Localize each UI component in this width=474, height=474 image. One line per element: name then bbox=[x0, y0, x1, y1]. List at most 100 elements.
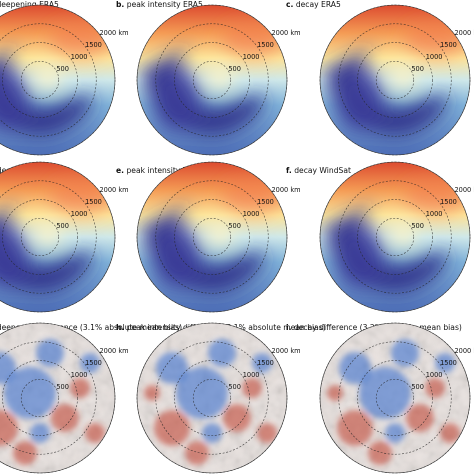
ring-label-1500: 1500 bbox=[85, 198, 102, 206]
ring-label-2000: 2000 km bbox=[454, 186, 474, 194]
panel-letter-h: h. bbox=[116, 323, 125, 332]
ring-label-2000: 2000 km bbox=[271, 29, 300, 37]
panel-e-field bbox=[137, 162, 287, 312]
panel-d-field bbox=[0, 162, 115, 312]
ring-label-1500: 1500 bbox=[257, 41, 274, 49]
ring-label-500: 500 bbox=[411, 383, 424, 391]
range-ring-1000 bbox=[357, 360, 433, 436]
panel-letter-e: e. bbox=[116, 166, 125, 175]
panel-h-field bbox=[137, 323, 287, 473]
range-ring-500 bbox=[20, 378, 60, 418]
panel-f-field bbox=[320, 162, 470, 312]
ring-label-1500: 1500 bbox=[85, 359, 102, 367]
ring-label-1500: 1500 bbox=[440, 198, 457, 206]
ring-label-1500: 1500 bbox=[85, 41, 102, 49]
ring-label-1000: 1000 bbox=[243, 371, 260, 379]
panel-letter-f: f. bbox=[286, 166, 292, 175]
range-ring-1000 bbox=[174, 42, 250, 118]
range-ring-1500 bbox=[0, 23, 97, 137]
panel-letter-i: i. bbox=[286, 323, 292, 332]
range-ring-500 bbox=[192, 60, 232, 100]
ring-label-1500: 1500 bbox=[440, 41, 457, 49]
panel-i-field bbox=[320, 323, 470, 473]
ring-label-500: 500 bbox=[228, 383, 241, 391]
range-ring-1500 bbox=[0, 180, 97, 294]
panel-title-a: a. deepening ERA5 bbox=[0, 0, 59, 9]
panel-caption-g: deepening difference (3.1% absolute mean… bbox=[0, 323, 183, 332]
ring-label-2000: 2000 km bbox=[99, 186, 128, 194]
ring-label-1000: 1000 bbox=[426, 53, 443, 61]
ring-label-2000: 2000 km bbox=[271, 186, 300, 194]
panel-title-c: c. decay ERA5 bbox=[286, 0, 341, 9]
panel-g-field bbox=[0, 323, 115, 473]
ring-label-1000: 1000 bbox=[426, 210, 443, 218]
ring-label-500: 500 bbox=[56, 65, 69, 73]
ring-label-2000: 2000 km bbox=[99, 347, 128, 355]
panel-letter-c: c. bbox=[286, 0, 294, 9]
ring-label-500: 500 bbox=[411, 65, 424, 73]
ring-label-1000: 1000 bbox=[71, 53, 88, 61]
ring-label-500: 500 bbox=[56, 383, 69, 391]
ring-label-1000: 1000 bbox=[71, 210, 88, 218]
range-ring-1000 bbox=[2, 360, 78, 436]
panel-caption-c: decay ERA5 bbox=[295, 0, 341, 9]
panel-caption-b: peak intensity ERA5 bbox=[126, 0, 203, 9]
ring-label-500: 500 bbox=[411, 222, 424, 230]
ring-label-2000: 2000 km bbox=[454, 347, 474, 355]
range-ring-500 bbox=[375, 378, 415, 418]
range-ring-1500 bbox=[338, 341, 452, 455]
ring-label-500: 500 bbox=[228, 222, 241, 230]
ring-label-1000: 1000 bbox=[71, 371, 88, 379]
ring-label-1000: 1000 bbox=[426, 371, 443, 379]
range-ring-1500 bbox=[338, 23, 452, 137]
range-ring-500 bbox=[375, 60, 415, 100]
range-ring-1000 bbox=[174, 360, 250, 436]
ring-label-1500: 1500 bbox=[257, 198, 274, 206]
panel-a-field bbox=[0, 5, 115, 155]
range-ring-1000 bbox=[357, 199, 433, 275]
range-ring-500 bbox=[192, 217, 232, 257]
range-ring-1000 bbox=[174, 199, 250, 275]
panel-caption-a: deepening ERA5 bbox=[0, 0, 59, 9]
ring-label-500: 500 bbox=[56, 222, 69, 230]
ring-label-1500: 1500 bbox=[440, 359, 457, 367]
panel-c-field bbox=[320, 5, 470, 155]
range-ring-1500 bbox=[155, 341, 269, 455]
panel-title-e: e. peak intensity WindSat bbox=[116, 166, 214, 175]
ring-label-1000: 1000 bbox=[243, 210, 260, 218]
panel-caption-e: peak intensity WindSat bbox=[126, 166, 215, 175]
range-ring-1500 bbox=[155, 23, 269, 137]
panel-title-g: g. deepening difference (3.1% absolute m… bbox=[0, 323, 182, 332]
panel-caption-f: decay WindSat bbox=[294, 166, 351, 175]
panel-b-field bbox=[137, 5, 287, 155]
panel-letter-b: b. bbox=[116, 0, 125, 9]
ring-label-500: 500 bbox=[228, 65, 241, 73]
ring-label-1500: 1500 bbox=[257, 359, 274, 367]
ring-label-2000: 2000 km bbox=[454, 29, 474, 37]
range-ring-1500 bbox=[155, 180, 269, 294]
range-ring-1500 bbox=[0, 341, 97, 455]
range-ring-1500 bbox=[338, 180, 452, 294]
ring-label-2000: 2000 km bbox=[99, 29, 128, 37]
range-ring-1000 bbox=[2, 199, 78, 275]
panel-title-f: f. decay WindSat bbox=[286, 166, 351, 175]
ring-label-1000: 1000 bbox=[243, 53, 260, 61]
range-ring-500 bbox=[375, 217, 415, 257]
range-ring-500 bbox=[20, 217, 60, 257]
range-ring-500 bbox=[192, 378, 232, 418]
ring-label-2000: 2000 km bbox=[271, 347, 300, 355]
range-ring-1000 bbox=[357, 42, 433, 118]
range-ring-1000 bbox=[2, 42, 78, 118]
range-ring-500 bbox=[20, 60, 60, 100]
panel-title-b: b. peak intensity ERA5 bbox=[116, 0, 203, 9]
